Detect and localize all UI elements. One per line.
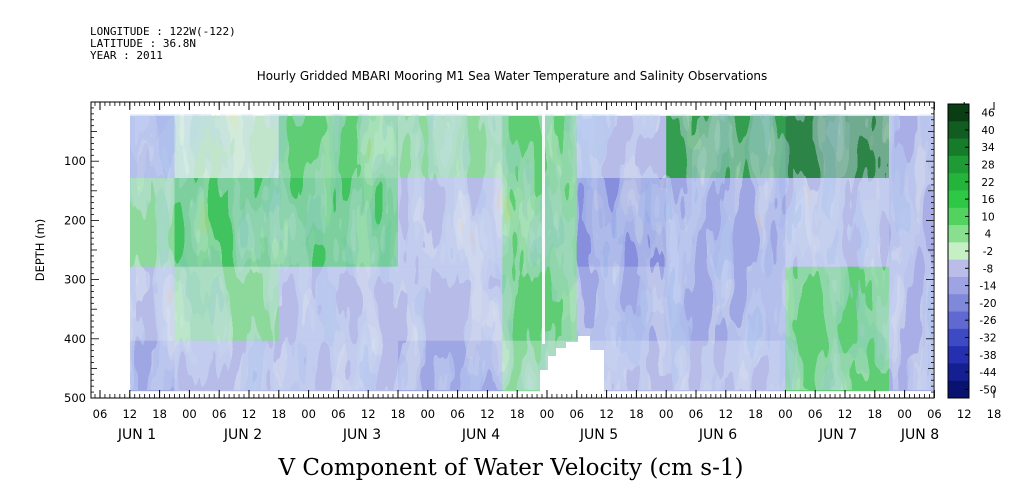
colorbar-swatch — [948, 363, 969, 382]
colorbar-swatch — [948, 155, 969, 174]
x-hour-tick-label: 06 — [689, 407, 704, 421]
x-hour-tick-label: 12 — [599, 407, 614, 421]
x-hour-tick-label: 18 — [987, 407, 1002, 421]
x-day-tick-label: JUN 7 — [818, 427, 857, 443]
colorbar-swatch — [948, 294, 969, 312]
colorbar-swatch — [948, 328, 969, 347]
y-axis-label: DEPTH (m) — [33, 219, 47, 282]
colorbar-swatch — [948, 311, 969, 330]
x-hour-tick-label: 00 — [182, 407, 197, 421]
latitude-label: LATITUDE : 36.8N — [90, 37, 196, 50]
x-hour-tick-label: 18 — [629, 407, 644, 421]
longitude-label: LONGITUDE : 122W(-122) — [90, 25, 236, 38]
colorbar-label: 28 — [981, 160, 994, 172]
y-tick-label: 400 — [64, 332, 86, 346]
missing-data-gap — [542, 114, 545, 344]
x-hour-tick-label: 18 — [867, 407, 882, 421]
colorbar-label: -8 — [983, 263, 993, 275]
heatmap-mask — [540, 114, 604, 392]
colorbar-label: 16 — [981, 194, 995, 206]
x-hour-tick-label: 00 — [659, 407, 674, 421]
x-hour-tick-label: 12 — [361, 407, 376, 421]
x-hour-tick-label: 06 — [450, 407, 465, 421]
colorbar-swatch — [948, 259, 969, 278]
colorbar-label: -38 — [979, 350, 996, 362]
x-hour-tick-label: 12 — [718, 407, 733, 421]
colorbar-label: 22 — [981, 177, 994, 189]
colorbar-label: -20 — [979, 298, 996, 310]
x-hour-tick-label: 06 — [331, 407, 346, 421]
colorbar-swatch — [948, 380, 969, 399]
x-hour-tick-label: 06 — [569, 407, 584, 421]
x-hour-tick-label: 12 — [242, 407, 257, 421]
x-hour-tick-label: 12 — [957, 407, 972, 421]
x-hour-tick-label: 06 — [927, 407, 942, 421]
x-day-tick-label: JUN 6 — [698, 427, 737, 443]
colorbar-swatch — [948, 346, 969, 364]
x-day-tick-label: JUN 2 — [223, 427, 262, 443]
x-hour-tick-label: 06 — [808, 407, 823, 421]
x-day-tick-label: JUN 3 — [342, 427, 381, 443]
chart-title: Hourly Gridded MBARI Mooring M1 Sea Wate… — [257, 69, 768, 83]
x-hour-tick-label: 06 — [93, 407, 108, 421]
y-tick-label: 100 — [64, 154, 86, 168]
x-hour-tick-label: 00 — [897, 407, 912, 421]
colorbar-label: -50 — [979, 384, 996, 396]
x-hour-tick-label: 18 — [748, 407, 763, 421]
x-hour-tick-label: 12 — [838, 407, 853, 421]
colorbar-swatch — [948, 138, 969, 157]
year-label: YEAR : 2011 — [90, 49, 163, 62]
x-axis: 06 12 18 00 06 12 18 00 06 12 18 00 06 12 18 00 06 12 18 00… — [93, 102, 1002, 443]
x-day-tick-label: JUN 1 — [117, 427, 156, 443]
colorbar-swatch — [948, 207, 969, 226]
x-axis-title: V Component of Water Velocity (cm s-1) — [278, 455, 744, 481]
x-hour-tick-label: 00 — [301, 407, 316, 421]
texture-overlay — [130, 114, 933, 390]
colorbar-label: 46 — [981, 108, 995, 120]
plot-area — [90, 101, 935, 399]
colorbar-swatch — [948, 173, 969, 191]
missing-data-region — [540, 336, 604, 392]
colorbar-swatch — [948, 276, 969, 295]
x-hour-tick-label: 00 — [778, 407, 793, 421]
x-hour-tick-label: 12 — [480, 407, 495, 421]
x-day-tick-label: JUN 4 — [461, 427, 500, 443]
x-hour-tick-label: 18 — [510, 407, 525, 421]
x-hour-tick-label: 00 — [420, 407, 435, 421]
x-hour-tick-label: 06 — [212, 407, 227, 421]
colorbar-label: -2 — [983, 246, 993, 258]
x-day-tick-label: JUN 5 — [579, 427, 618, 443]
colorbar-label: -44 — [979, 367, 996, 379]
y-tick-label: 500 — [64, 391, 86, 405]
colorbar-label: -32 — [979, 332, 996, 344]
colorbar-label: -26 — [979, 315, 996, 327]
colorbar-swatch — [948, 104, 969, 122]
y-axis: 100 200 300 400 500 — [64, 101, 934, 405]
x-hour-tick-label: 12 — [122, 407, 137, 421]
x-day-tick-label: JUN 8 — [900, 427, 939, 443]
x-hour-tick-label: 00 — [540, 407, 555, 421]
x-hour-tick-label: 18 — [271, 407, 286, 421]
y-tick-label: 300 — [64, 273, 86, 287]
x-hour-tick-label: 18 — [391, 407, 406, 421]
colorbar-swatch — [948, 190, 969, 209]
colorbar: 46 40 34 28 22 16 10 4 -2 -8 -14 -20 -26 -32 -38 -44 -50 — [947, 103, 997, 399]
colorbar-label: 34 — [981, 142, 995, 154]
colorbar-label: 4 — [985, 229, 992, 241]
x-hour-tick-label: 18 — [152, 407, 167, 421]
colorbar-label: 10 — [981, 211, 994, 223]
y-tick-label: 200 — [64, 213, 86, 227]
colorbar-swatch — [948, 225, 969, 243]
colorbar-label: 40 — [981, 125, 994, 137]
colorbar-swatch — [948, 121, 969, 139]
colorbar-label: -14 — [979, 281, 996, 293]
colorbar-swatch — [948, 242, 969, 261]
